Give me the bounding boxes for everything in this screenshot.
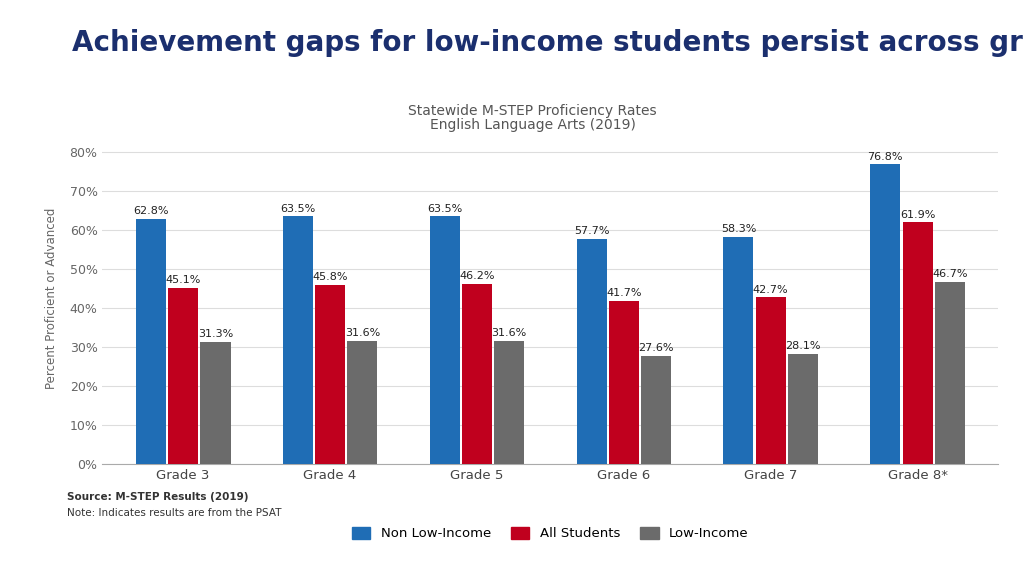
- Bar: [756, 297, 785, 464]
- Y-axis label: Percent Proficient or Advanced: Percent Proficient or Advanced: [45, 207, 58, 389]
- Text: Source: M-STEP Results (2019): Source: M-STEP Results (2019): [67, 492, 248, 502]
- Bar: [723, 237, 754, 464]
- Text: 45.1%: 45.1%: [166, 275, 201, 285]
- Text: 46.7%: 46.7%: [932, 269, 968, 279]
- Legend: Non Low-Income, All Students, Low-Income: Non Low-Income, All Students, Low-Income: [347, 522, 754, 545]
- Text: 31.3%: 31.3%: [198, 329, 233, 339]
- Text: 31.6%: 31.6%: [492, 328, 527, 338]
- Text: 41.7%: 41.7%: [606, 289, 642, 298]
- Bar: [168, 288, 199, 464]
- Text: 76.8%: 76.8%: [867, 151, 903, 162]
- Text: 58.3%: 58.3%: [721, 224, 756, 234]
- Bar: [462, 283, 492, 464]
- Bar: [201, 342, 230, 464]
- Text: 27.6%: 27.6%: [638, 343, 674, 354]
- Bar: [430, 216, 460, 464]
- Text: 63.5%: 63.5%: [427, 203, 462, 214]
- Text: © 2019 THE EDUCATION TRUST-MIDWEST: © 2019 THE EDUCATION TRUST-MIDWEST: [716, 545, 993, 558]
- Text: 28.1%: 28.1%: [785, 342, 821, 351]
- Bar: [609, 301, 639, 464]
- Bar: [935, 282, 965, 464]
- Text: 45.8%: 45.8%: [312, 272, 348, 282]
- Text: 46.2%: 46.2%: [459, 271, 495, 281]
- Text: 62.8%: 62.8%: [133, 206, 169, 216]
- Text: Note: Indicates results are from the PSAT: Note: Indicates results are from the PSA…: [67, 508, 281, 518]
- Text: 57.7%: 57.7%: [573, 226, 609, 236]
- Text: Statewide M-STEP Proficiency Rates: Statewide M-STEP Proficiency Rates: [409, 104, 656, 118]
- Bar: [495, 340, 524, 464]
- Bar: [788, 354, 818, 464]
- Text: Achievement gaps for low-income students persist across grades: Achievement gaps for low-income students…: [72, 29, 1024, 57]
- Bar: [136, 219, 166, 464]
- Bar: [315, 285, 345, 464]
- Bar: [347, 340, 378, 464]
- Text: 61.9%: 61.9%: [900, 210, 935, 220]
- Bar: [283, 216, 312, 464]
- Text: 63.5%: 63.5%: [281, 203, 315, 214]
- Bar: [902, 222, 933, 464]
- Bar: [577, 239, 606, 464]
- Text: English Language Arts (2019): English Language Arts (2019): [429, 118, 636, 132]
- Text: 31.6%: 31.6%: [345, 328, 380, 338]
- Bar: [870, 164, 900, 464]
- Bar: [641, 356, 671, 464]
- Text: 42.7%: 42.7%: [753, 285, 788, 294]
